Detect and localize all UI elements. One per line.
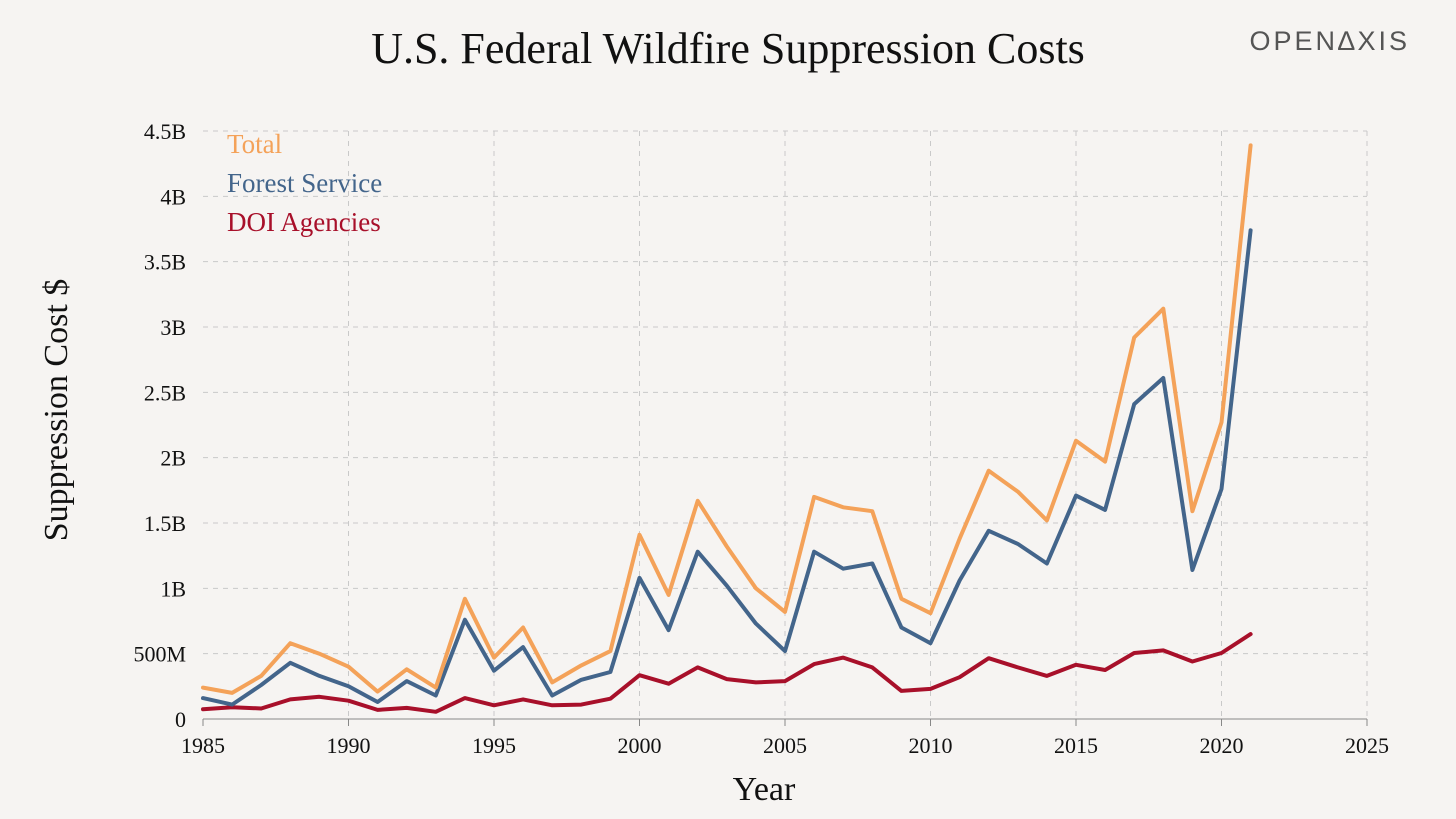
legend: Total Forest Service DOI Agencies — [227, 129, 382, 237]
series-line-forest-service — [201, 228, 1253, 707]
y-axis-label: Suppression Cost $ — [38, 279, 75, 542]
y-tick-label: 500M — [133, 642, 186, 667]
y-tick-label: 1.5B — [144, 511, 186, 536]
brand-logo: OPEN∆XIS — [1249, 26, 1410, 56]
legend-item-doi-agencies: DOI Agencies — [227, 207, 381, 237]
grid — [203, 130, 1368, 719]
y-tick-label: 3B — [160, 315, 186, 340]
y-tick-label: 3.5B — [144, 250, 186, 275]
series-lines — [201, 143, 1253, 714]
y-tick-label: 4B — [160, 184, 186, 209]
legend-item-total: Total — [227, 129, 282, 159]
y-tick-label: 4.5B — [144, 119, 186, 144]
x-tick-label: 1995 — [472, 733, 516, 758]
chart-title: U.S. Federal Wildfire Suppression Costs — [371, 24, 1085, 73]
x-tick-label: 1990 — [327, 733, 371, 758]
x-tick-label: 2025 — [1345, 733, 1389, 758]
x-tick-label: 2010 — [909, 733, 953, 758]
x-tick-label: 2000 — [618, 733, 662, 758]
x-tick-label: 1985 — [181, 733, 225, 758]
y-axis-ticks: 0 500M 1B 1.5B 2B 2.5B 3B 3.5B 4B 4.5B — [133, 119, 186, 732]
y-tick-label: 2.5B — [144, 380, 186, 405]
x-axis-label: Year — [733, 771, 796, 808]
x-tick-label: 2005 — [763, 733, 807, 758]
y-tick-label: 2B — [160, 446, 186, 471]
y-tick-label: 1B — [160, 576, 186, 601]
x-tick-label: 2020 — [1200, 733, 1244, 758]
axes — [202, 718, 1368, 726]
series-line-total — [201, 143, 1253, 695]
y-tick-label: 0 — [175, 707, 186, 732]
legend-item-forest-service: Forest Service — [227, 168, 382, 198]
x-axis-ticks: 1985 1990 1995 2000 2005 2010 2015 2020 2025 — [181, 733, 1389, 758]
series-line-doi-agencies — [201, 632, 1253, 714]
x-tick-label: 2015 — [1054, 733, 1098, 758]
